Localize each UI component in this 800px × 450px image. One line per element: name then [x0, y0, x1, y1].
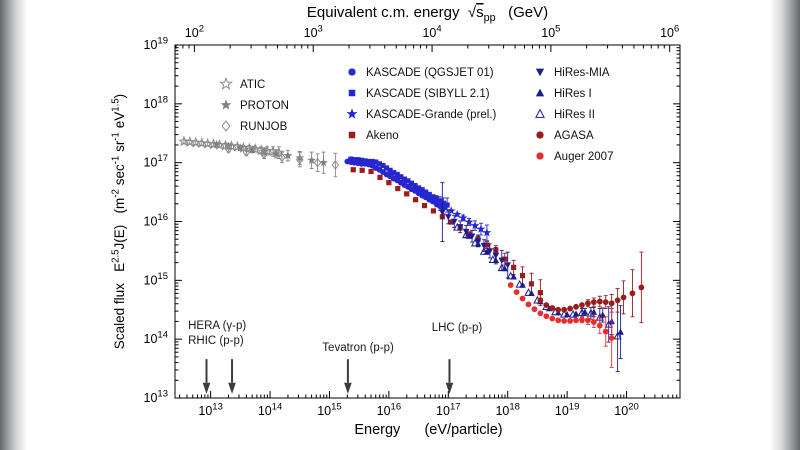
legend-item-auger-2007: Auger 2007 — [536, 151, 613, 163]
svg-text:106: 106 — [660, 24, 679, 41]
svg-text:1015: 1015 — [144, 271, 168, 288]
annotation-arrow-head — [202, 382, 211, 394]
svg-text:1013: 1013 — [144, 389, 168, 406]
top-axis-title: Equivalent c.m. energy √spp (GeV) — [307, 4, 548, 24]
annotation-label-hera-p: HERA (γ-p) — [188, 320, 246, 332]
legend-column-1: ATIC PROTON RUNJOB — [219, 76, 289, 133]
svg-text:1019: 1019 — [144, 36, 168, 53]
svg-text:1014: 1014 — [144, 330, 168, 347]
series-akeno — [350, 167, 543, 307]
svg-text:1020: 1020 — [614, 402, 638, 419]
legend-label: Auger 2007 — [554, 151, 613, 163]
series-kascade-grande-prel — [387, 169, 492, 241]
svg-text:1017: 1017 — [436, 402, 460, 419]
legend-item-hires-i: HiRes I — [535, 88, 592, 100]
legend-item-kascade-qgsjet-01: KASCADE (QGSJET 01) — [348, 67, 494, 79]
svg-text:1016: 1016 — [377, 402, 401, 419]
svg-text:1013: 1013 — [198, 402, 222, 419]
svg-text:1018: 1018 — [144, 94, 168, 111]
legend-item-runjob: RUNJOB — [221, 120, 288, 133]
axes — [174, 44, 681, 399]
axis-labels: 1013 1014 1015 1016 1017 1018 1019 1020 1013 1014… — [110, 4, 679, 438]
svg-text:1015: 1015 — [317, 402, 341, 419]
legend-item-proton: PROTON — [220, 99, 289, 112]
legend-label: RUNJOB — [240, 121, 288, 133]
svg-text:1017: 1017 — [144, 153, 168, 170]
svg-text:1014: 1014 — [258, 402, 282, 419]
svg-text:1019: 1019 — [555, 402, 579, 419]
legend-label: HiRes-MIA — [554, 67, 610, 79]
legend-item-kascade-sibyll-2-1: KASCADE (SIBYLL 2.1) — [348, 88, 490, 100]
series-atic — [178, 135, 285, 159]
legend-column-3: HiRes-MIA HiRes I HiRes II AGASA Auger 2007 — [535, 67, 613, 163]
annotation-label-lhc-p-p: LHC (p-p) — [432, 322, 483, 334]
svg-text:103: 103 — [304, 24, 323, 41]
legend-column-2: KASCADE (QGSJET 01) KASCADE (SIBYLL 2.1) K… — [346, 67, 497, 142]
legend-label: Akeno — [366, 130, 399, 142]
legend-item-hires-ii: HiRes II — [535, 108, 595, 121]
series-agasa — [537, 251, 645, 324]
y-axis-title: Scaled flux E2.5J(E) (m-2 sec-1 sr-1 eV1… — [110, 94, 127, 349]
legend-label: AGASA — [554, 130, 594, 142]
legend-label: PROTON — [240, 100, 289, 112]
legend-label: KASCADE (QGSJET 01) — [366, 67, 494, 79]
legend-item-atic: ATIC — [219, 76, 265, 91]
legend-item-agasa: AGASA — [536, 130, 594, 142]
data-series — [178, 135, 645, 372]
annotation-arrow-head — [445, 382, 454, 394]
background-gradient-right — [770, 0, 800, 450]
legend-item-akeno: Akeno — [348, 130, 399, 142]
legend-label: KASCADE-Grande (prel.) — [366, 109, 497, 121]
legend-item-hires-mia: HiRes-MIA — [535, 67, 610, 79]
annotation-label-rhic-p-p: RHIC (p-p) — [188, 335, 244, 347]
svg-text:1016: 1016 — [144, 212, 168, 229]
series-runjob — [224, 144, 340, 178]
annotation-arrow-head — [344, 382, 352, 394]
svg-text:105: 105 — [541, 24, 560, 41]
legend-label: HiRes II — [554, 109, 595, 121]
legend-item-kascade-grande-prel: KASCADE-Grande (prel.) — [346, 108, 497, 121]
annotation-label-tevatron-p-p: Tevatron (p-p) — [322, 342, 394, 354]
series-auger-2007 — [507, 282, 615, 368]
svg-text:1018: 1018 — [495, 402, 519, 419]
svg-text:102: 102 — [185, 24, 204, 41]
legend-label: KASCADE (SIBYLL 2.1) — [366, 88, 490, 100]
legend-label: ATIC — [240, 79, 265, 91]
series-proton — [212, 139, 328, 174]
x-axis-title: Energy (eV/particle) — [354, 422, 502, 438]
legend-label: HiRes I — [554, 88, 592, 100]
annotation-arrow-head — [228, 382, 236, 394]
accelerator-annotations: HERA (γ-p) RHIC (p-p) Tevatron (p-p) LHC (p… — [188, 320, 482, 394]
background-gradient-left — [0, 0, 28, 450]
svg-text:104: 104 — [422, 24, 441, 41]
